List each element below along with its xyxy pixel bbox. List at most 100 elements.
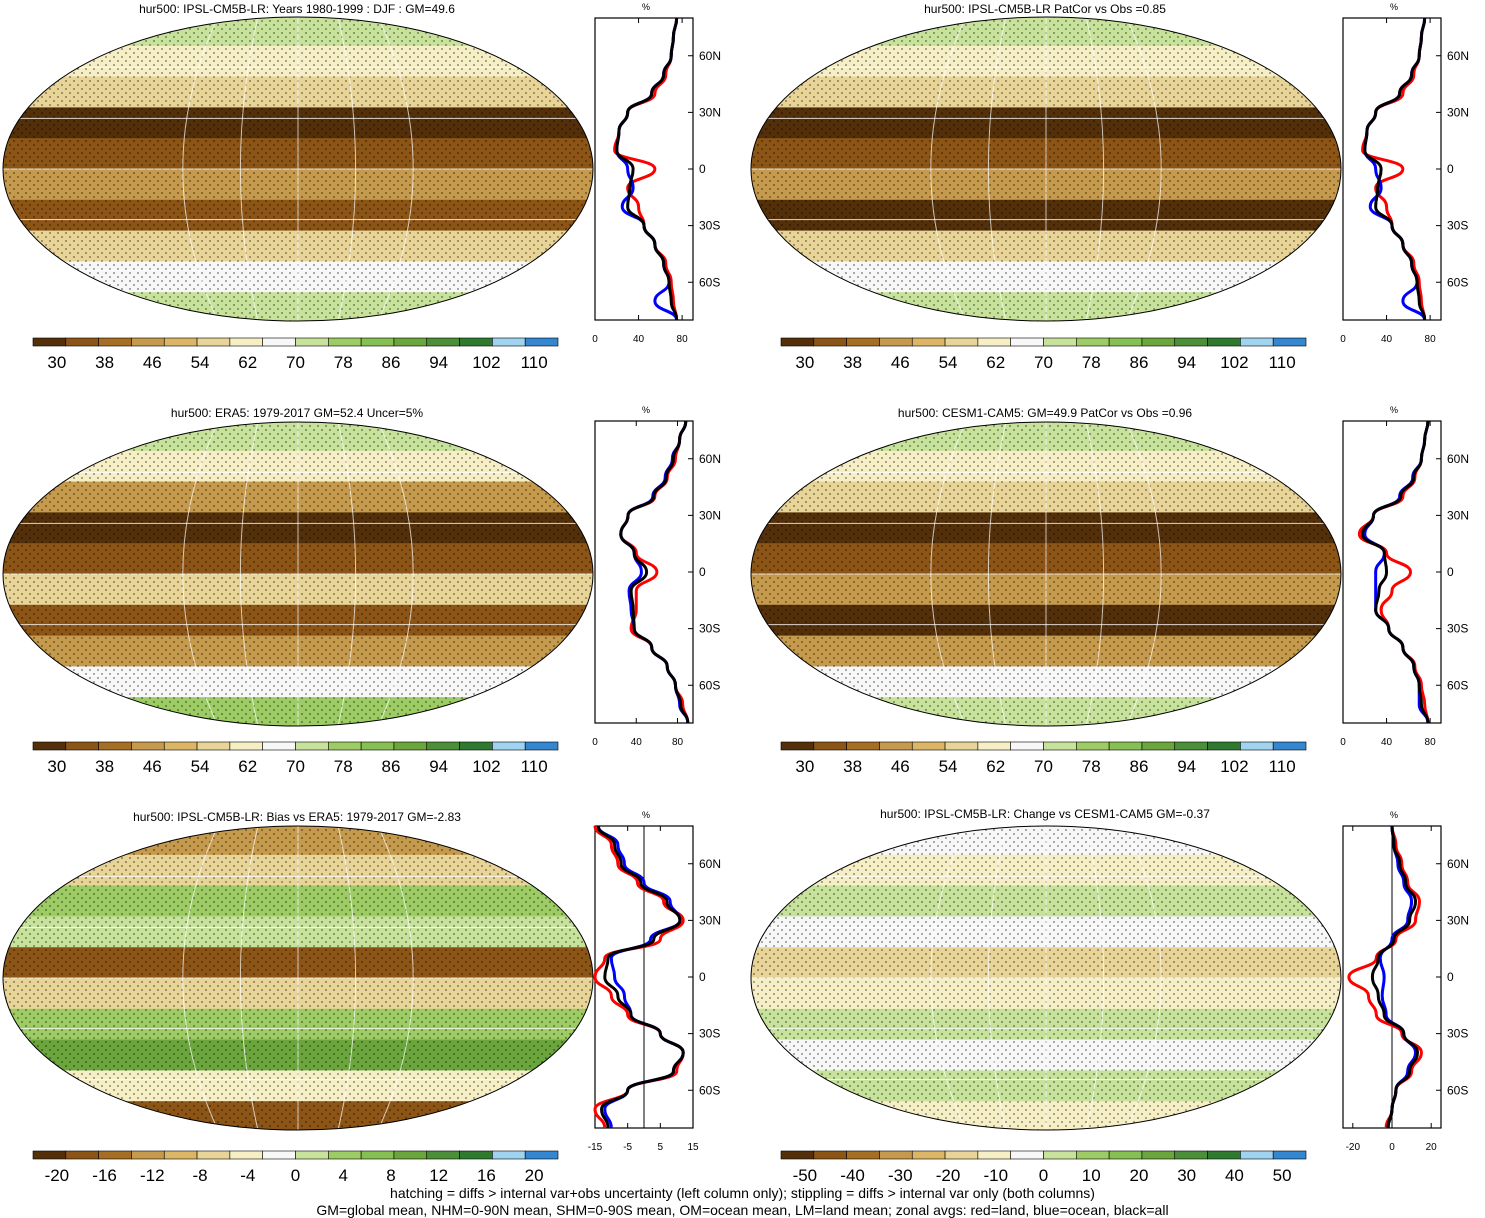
colorbar-tick-label: 102 (472, 353, 500, 372)
longitude-line (239, 826, 259, 1130)
colorbar-swatch (911, 1150, 946, 1160)
map-outline (2, 421, 594, 727)
colorbar-tick-label: 94 (1177, 757, 1196, 776)
colorbar-swatch (1108, 741, 1143, 751)
colorbar-swatch (846, 741, 880, 751)
colorbar-tick-label: -40 (840, 1166, 865, 1185)
longitude-line (987, 826, 1007, 1130)
colorbar-tick-label: 62 (238, 353, 257, 372)
zonal-xtick-label: 40 (1381, 737, 1393, 748)
colorbar-swatch (1108, 1150, 1143, 1160)
zonal-frame (1342, 17, 1442, 321)
longitude-line (1085, 422, 1105, 726)
colorbar-tick-label: 94 (429, 757, 448, 776)
colorbar-swatch (426, 1150, 460, 1160)
longitude-line (182, 826, 220, 1130)
colorbar-swatch (163, 741, 198, 751)
colorbar-swatch (1076, 337, 1110, 347)
zonal-frame (594, 17, 694, 321)
colorbar-swatch (1010, 1150, 1044, 1160)
colorbar-swatch (1240, 1150, 1274, 1160)
colorbar-swatch (977, 1150, 1011, 1160)
longitude-line (930, 422, 968, 726)
colorbar-swatch (1141, 1150, 1176, 1160)
colorbar-swatch (131, 1150, 165, 1160)
colorbar-swatch (163, 1150, 198, 1160)
colorbar-swatch (1174, 741, 1208, 751)
colorbar-swatch (32, 1150, 67, 1160)
zonal-all-line (1361, 420, 1430, 724)
colorbar: -20 -16 -12 -8 -4 0 4 8 12 16 20 (32, 1150, 559, 1185)
zonal-frame (1342, 420, 1442, 724)
colorbar-swatch (1076, 1150, 1110, 1160)
colorbar-tick-label: 38 (95, 757, 114, 776)
colorbar-swatch (813, 1150, 847, 1160)
zonal-ytick-label: 60N (699, 857, 721, 871)
colorbar-tick-label: 30 (47, 353, 66, 372)
colorbar-swatch (1141, 337, 1176, 347)
colorbar-tick-label: 30 (47, 757, 66, 776)
colorbar-swatch (98, 741, 132, 751)
zonal-ytick-label: 60S (699, 678, 720, 692)
longitude-line (376, 17, 414, 321)
colorbar: 30 38 46 54 62 70 78 86 94 102 110 (780, 337, 1307, 372)
zonal-ytick-label: 0 (699, 970, 706, 984)
zonal-ytick-label: 60N (699, 452, 721, 466)
zonal-all-line (619, 420, 690, 724)
colorbar-tick-label: 50 (1273, 1166, 1292, 1185)
colorbar-swatch (295, 1150, 329, 1160)
colorbar-tick-label: 70 (1034, 757, 1053, 776)
colorbar-swatch (393, 741, 428, 751)
colorbar-swatch (1240, 741, 1274, 751)
colorbar-swatch (492, 1150, 526, 1160)
zonal-all-line (1370, 825, 1419, 1129)
zonal-ytick-label: 30N (699, 508, 721, 522)
colorbar-swatch (492, 741, 526, 751)
zonal-land-line (619, 420, 690, 724)
zonal-xtick-label: 0 (1340, 737, 1346, 748)
colorbar-tick-label: 38 (843, 757, 862, 776)
colorbar-swatch (1043, 337, 1077, 347)
colorbar-swatch (1141, 741, 1176, 751)
zonal-xtick-label: 5 (658, 1142, 664, 1153)
zonal-xtick-label: 80 (1425, 737, 1437, 748)
zonal-ytick-label: 0 (1447, 565, 1454, 579)
colorbar-tick-label: -30 (888, 1166, 913, 1185)
longitude-line (239, 17, 259, 321)
zonal-xtick-label: 40 (1381, 334, 1393, 345)
colorbar-swatch (813, 337, 847, 347)
panel-title-era5: hur500: ERA5: 1979-2017 GM=52.4 Uncer=5% (170, 406, 424, 420)
zonal-xlabel: % (1390, 2, 1398, 12)
colorbar-swatch (229, 337, 263, 347)
zonal-mean-plot: % 0 40 80 60N 30N 0 30S 60S (1340, 2, 1469, 345)
colorbar-swatch (977, 337, 1011, 347)
colorbar-swatch (780, 337, 815, 347)
colorbar-tick-label: 12 (429, 1166, 448, 1185)
zonal-ytick-label: 0 (1447, 162, 1454, 176)
zonal-xtick-label: -5 (623, 1142, 632, 1153)
colorbar-tick-label: 46 (143, 757, 162, 776)
colorbar-swatch (196, 1150, 231, 1160)
longitude-line (1124, 17, 1162, 321)
zonal-all-line (1363, 17, 1427, 321)
colorbar: -50 -40 -30 -20 -10 0 10 20 30 40 50 (780, 1150, 1307, 1185)
zonal-mean-plot: % 0 40 80 60N 30N 0 30S 60S (1340, 405, 1469, 748)
zonal-ytick-label: 60N (1447, 49, 1469, 63)
zonal-ytick-label: 30S (1447, 219, 1468, 233)
colorbar-tick-label: 78 (1082, 757, 1101, 776)
zonal-ytick-label: 30N (1447, 508, 1469, 522)
zonal-xtick-label: 15 (687, 1142, 699, 1153)
colorbar-swatch (911, 337, 946, 347)
zonal-xlabel: % (642, 405, 650, 415)
colorbar-tick-label: 30 (1177, 1166, 1196, 1185)
longitude-line (987, 422, 1007, 726)
colorbar-tick-label: -4 (240, 1166, 255, 1185)
colorbar-tick-label: 62 (238, 757, 257, 776)
colorbar-tick-label: 46 (891, 757, 910, 776)
zonal-xtick-label: 80 (1425, 334, 1437, 345)
colorbar-swatch (944, 337, 979, 347)
longitude-line (239, 422, 259, 726)
zonal-ytick-label: 30S (699, 622, 720, 636)
zonal-ytick-label: 30N (1447, 105, 1469, 119)
map-bias (2, 825, 594, 1131)
